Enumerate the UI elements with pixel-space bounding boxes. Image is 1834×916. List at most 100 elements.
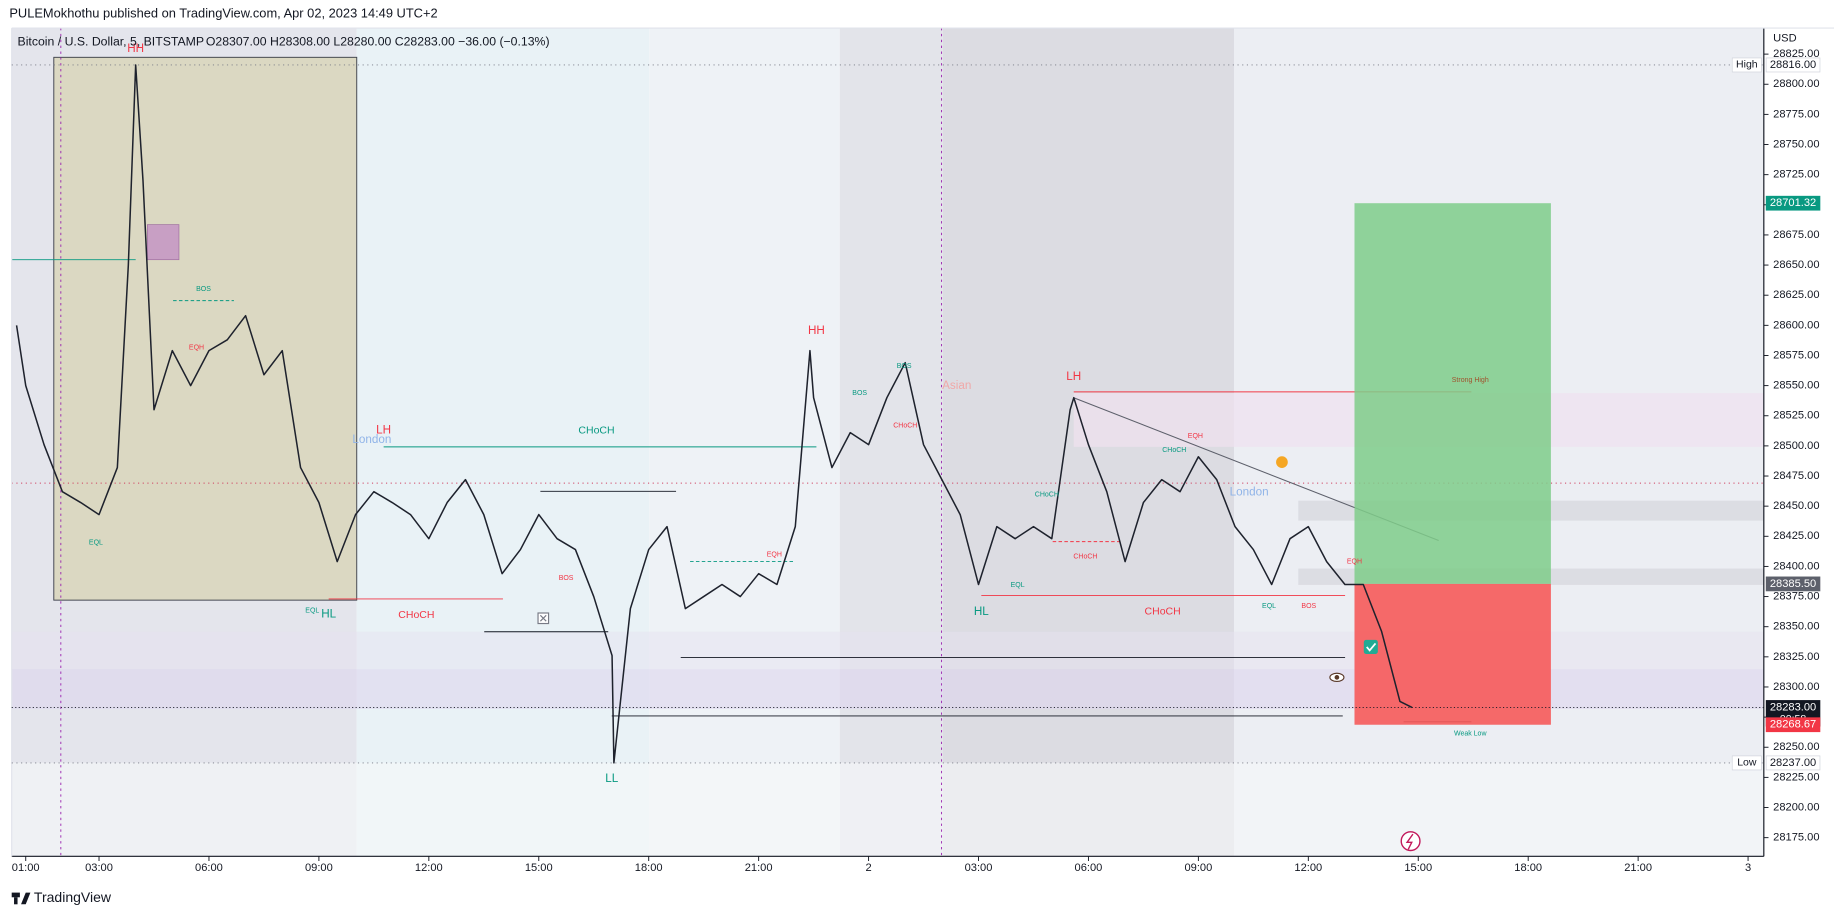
range-box [53,56,358,601]
price-marker-label: 28816.00 [1770,59,1816,71]
level-tag: Low [1737,757,1757,769]
annotation: EQL [305,608,319,615]
y-tick-label: 28400.00 [1773,560,1819,572]
annotation: CHoCH [1162,447,1186,454]
annotation: BOS [559,575,574,582]
annotation: HL [321,607,336,620]
y-tick-label: 28550.00 [1773,380,1819,392]
y-tick-label: 28350.00 [1773,621,1819,633]
annotation: BOS [897,363,912,370]
level-tag-box [1731,755,1762,771]
icons [537,456,1421,852]
annotation: BOS [196,286,211,293]
x-tick-label: 03:00 [85,862,113,874]
price-marker [1765,57,1821,73]
chart-title: Bitcoin / U.S. Dollar, 5, BITSTAMP [18,34,205,48]
y-tick-label: 28825.00 [1773,48,1819,60]
annotation: EQL [1011,582,1025,589]
annotation: CHoCH [578,424,614,436]
annotation: CHoCH [398,609,434,621]
annotation: London [1230,486,1269,499]
price-marker-label: 28237.00 [1770,757,1816,769]
y-tick-label: 28500.00 [1773,440,1819,452]
annotation: Asian [942,379,971,392]
price-marker-label: 28385.50 [1770,578,1816,590]
position-layer [1354,203,1551,725]
x-tick-label: 15:00 [1404,862,1432,874]
x-tick-label: 18:00 [635,862,663,874]
y-tick-label: 28175.00 [1773,832,1819,844]
y-tick-label: 28250.00 [1773,741,1819,753]
x-tick-label: 18:00 [1514,862,1542,874]
x-tick-label: 2 [865,862,871,874]
y-tick-label: 28425.00 [1773,530,1819,542]
x-tick-label: 21:00 [1624,862,1652,874]
annotation: EQL [89,540,103,547]
currency-label: USD [1773,33,1796,45]
y-tick-label: 28675.00 [1773,229,1819,241]
x-tick-label: 15:00 [525,862,553,874]
ohlc-values: O28307.00 H28308.00 L28280.00 C28283.00 … [206,34,550,48]
level-tag: High [1736,59,1758,71]
y-tick-label: 28450.00 [1773,500,1819,512]
y-tick-label: 28225.00 [1773,771,1819,783]
annotation: BOS [852,390,867,397]
annotation: CHoCH [1073,554,1097,561]
annotation: London [352,433,391,446]
loss-zone [1354,583,1551,725]
annotation-layer: HH HH LH LH HL HL LL CHoCH CHoCH CHoCH BOS EQH EQL Lo… [89,42,1489,785]
price-marker-label: 28701.32 [1770,197,1816,209]
level-tag-box [1731,57,1762,73]
axes-layer: 28175.0028200.0028225.0028250.0028275.00… [11,48,1821,874]
annotation: LL [605,772,618,785]
price-line [15,64,1413,764]
annotation: HH [127,42,144,55]
x-tick-label: 06:00 [195,862,223,874]
x-tick-label: 03:00 [965,862,993,874]
y-tick-label: 28775.00 [1773,108,1819,120]
annotation: Strong High [1452,377,1489,384]
price-marker-label: 28283.00 [1770,701,1816,713]
x-tick-label: 01:00 [12,862,40,874]
price-marker [1765,717,1821,733]
profit-zone [1354,203,1551,584]
annotation: LH [376,424,391,437]
x-tick-label: 3 [1745,862,1751,874]
y-tick-label: 28800.00 [1773,78,1819,90]
brand-name: TradingView [34,889,112,905]
x-tick-label: 12:00 [415,862,443,874]
annotation: HH [808,324,825,337]
y-tick-label: 28575.00 [1773,349,1819,361]
order-block [147,224,180,261]
y-tick-label: 28750.00 [1773,138,1819,150]
annotation: EQH [1347,558,1362,565]
brand-logo [11,892,31,905]
annotation: CHoCH [893,423,917,430]
y-tick-label: 28200.00 [1773,801,1819,813]
annotation: HL [974,605,989,618]
x-tick-label: 09:00 [1184,862,1212,874]
annotation: EQH [767,551,782,558]
x-tick-label: 09:00 [305,862,333,874]
y-tick-label: 28600.00 [1773,319,1819,331]
annotation: LH [1066,370,1081,383]
price-marker-label: 28268.67 [1770,719,1816,731]
annotation: BOS [1301,603,1316,610]
annotation: CHoCH [1035,492,1059,499]
y-tick-label: 28475.00 [1773,470,1819,482]
x-tick-label: 12:00 [1294,862,1322,874]
x-tick-label: 21:00 [745,862,773,874]
y-tick-label: 28525.00 [1773,410,1819,422]
x-tick-label: 06:00 [1075,862,1103,874]
price-layer [15,64,1413,764]
annotation: EQL [1262,603,1276,610]
y-tick-label: 28325.00 [1773,651,1819,663]
y-tick-label: 28300.00 [1773,681,1819,693]
price-marker [1765,195,1821,211]
y-tick-label: 28650.00 [1773,259,1819,271]
y-tick-label: 28375.00 [1773,591,1819,603]
y-tick-label: 28625.00 [1773,289,1819,301]
annotation: EQH [189,344,204,351]
